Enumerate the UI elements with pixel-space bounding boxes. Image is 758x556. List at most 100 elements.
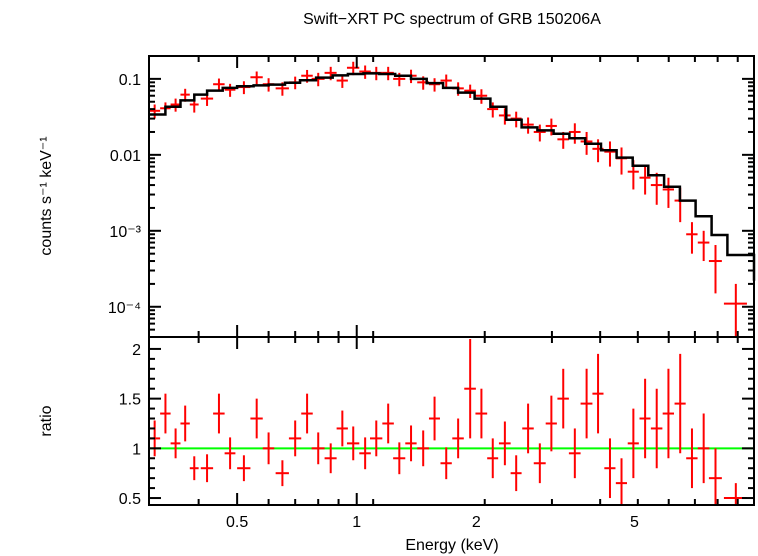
ratio-data-point: [160, 393, 171, 434]
ratio-data-point: [359, 437, 371, 470]
ratio-data-point: [250, 398, 263, 439]
spectrum-data-point: [697, 230, 710, 262]
spectrum-plot-frame: [148, 55, 755, 338]
spectrum-data-point: [237, 81, 251, 95]
ratio-data-point: [180, 405, 190, 442]
y-axis-title-ratio: ratio: [38, 405, 55, 436]
spectrum-data-point: [440, 74, 452, 88]
y-tick-label: 0.1: [119, 72, 141, 89]
spectrum-axis-ticks: 10⁻⁴ 10⁻³ 0.01 0.1: [108, 55, 754, 338]
spectrum-data-point: [213, 78, 225, 92]
model-curve: [149, 72, 756, 281]
spectrum-data-point: [662, 177, 675, 208]
ratio-data-point: [189, 456, 199, 481]
spectrum-data-point: [568, 123, 581, 144]
spectrum-data-point: [533, 124, 546, 142]
ratio-data-point: [393, 442, 406, 475]
spectrum-data-point: [639, 166, 651, 195]
y-tick-label: 2: [132, 342, 141, 359]
ratio-data-point: [697, 413, 710, 484]
spectrum-data-point: [498, 108, 511, 125]
ratio-data-point: [370, 420, 383, 457]
ratio-data-point: [452, 418, 464, 459]
x-tick-label: 0.5: [226, 514, 248, 531]
spectrum-data-point: [723, 283, 747, 337]
ratio-data-point: [405, 425, 417, 462]
spectrum-data-point: [545, 118, 557, 136]
spectrum-data-point: [250, 71, 263, 85]
ratio-data-point: [522, 403, 534, 454]
ratio-data-point: [498, 421, 511, 466]
ratio-data-point: [580, 368, 593, 439]
spectrum-model-line: [149, 72, 756, 281]
spectrum-data-point: [311, 72, 325, 87]
spectrum-data-point: [604, 141, 616, 167]
y-tick-label: 1: [132, 441, 141, 458]
ratio-data-point: [662, 368, 675, 459]
ratio-data-point: [545, 395, 557, 452]
spectrum-data-point: [650, 172, 663, 205]
y-tick-label: 0.5: [119, 491, 141, 508]
y-tick-label: 10⁻³: [109, 224, 141, 241]
chart-title: Swift−XRT PC spectrum of GRB 150206A: [303, 11, 601, 28]
ratio-data-point: [346, 426, 360, 461]
spectrum-data-point: [475, 89, 488, 104]
ratio-plot-frame: [148, 336, 755, 506]
ratio-data-point: [170, 428, 181, 459]
spectrum-data-points: [149, 61, 747, 337]
ratio-data-point: [723, 483, 747, 505]
ratio-data-point: [627, 408, 639, 479]
spectrum-data-point: [170, 98, 181, 112]
ratio-data-point: [262, 432, 275, 465]
spectrum-data-point: [428, 78, 440, 92]
ratio-data-point: [224, 437, 236, 470]
ratio-data-point: [288, 420, 302, 457]
ratio-data-point: [200, 454, 214, 483]
ratio-data-point: [213, 393, 225, 434]
y-tick-label: 1.5: [119, 392, 141, 409]
ratio-data-point: [301, 393, 313, 434]
spectrum-data-point: [336, 74, 348, 88]
spectrum-data-point: [464, 84, 476, 98]
spectrum-data-point: [708, 245, 722, 294]
ratio-data-point: [557, 368, 569, 429]
ratio-data-point: [428, 396, 440, 441]
ratio-data-point: [533, 443, 546, 484]
ratio-data-point: [604, 438, 616, 499]
ratio-data-point: [440, 447, 452, 480]
x-tick-label: 5: [630, 514, 639, 531]
ratio-data-point: [464, 338, 476, 439]
ratio-data-point: [336, 410, 348, 447]
ratio-panel: 0.5 1 2 5 0.5 1 1.5 2 ratio Energy (keV): [38, 336, 755, 554]
ratio-data-point: [674, 353, 686, 454]
spectrum-data-point: [149, 104, 161, 119]
spectrum-data-point: [686, 222, 698, 254]
y-tick-label: 10⁻⁴: [108, 300, 141, 317]
ratio-data-point: [417, 430, 429, 467]
y-tick-label: 0.01: [110, 148, 141, 165]
spectrum-data-point: [522, 117, 534, 134]
ratio-data-point: [686, 428, 698, 489]
ratio-data-point: [650, 388, 663, 469]
ratio-data-point: [568, 428, 581, 479]
ratio-data-point: [708, 448, 722, 505]
ratio-data-point: [324, 443, 337, 474]
ratio-data-point: [592, 353, 604, 434]
y-axis-title-spectrum: counts s⁻¹ keV⁻¹: [38, 136, 55, 255]
ratio-data-point: [382, 403, 394, 444]
x-tick-label: 1: [352, 514, 361, 531]
ratio-data-point: [639, 378, 651, 459]
ratio-data-point: [487, 438, 499, 479]
ratio-data-point: [275, 460, 289, 487]
ratio-data-point: [615, 458, 628, 505]
spectrum-panel: 10⁻⁴ 10⁻³ 0.01 0.1 counts s⁻¹ keV⁻¹: [38, 55, 756, 338]
spectrum-data-point: [487, 102, 499, 118]
ratio-axis-ticks: 0.5 1 2 5 0.5 1 1.5 2: [119, 337, 754, 531]
x-axis-title: Energy (keV): [405, 537, 498, 554]
spectrum-data-point: [224, 83, 236, 97]
ratio-data-points: [149, 338, 747, 505]
ratio-data-point: [475, 388, 488, 439]
x-tick-label: 2: [472, 514, 481, 531]
ratio-data-point: [510, 455, 522, 492]
